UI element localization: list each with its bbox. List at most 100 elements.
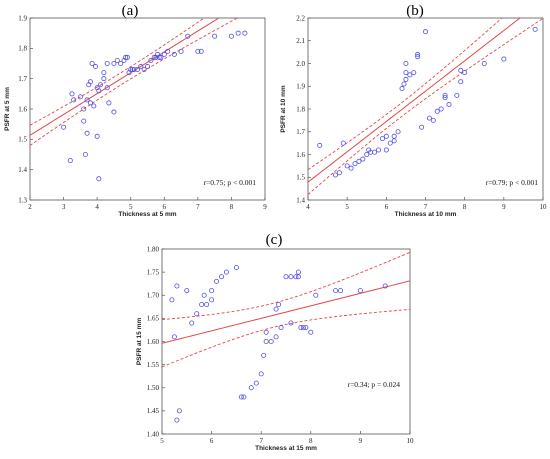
y-tick-label: 1.4 — [296, 196, 305, 204]
y-tick-label: 1.8 — [296, 105, 305, 113]
y-tick-label: 1.65 — [147, 315, 160, 323]
data-point — [81, 118, 87, 124]
x-tick-label: 9 — [263, 203, 267, 211]
data-point — [124, 54, 130, 60]
data-point — [161, 51, 167, 57]
data-point — [111, 61, 117, 67]
data-point — [174, 417, 180, 423]
y-tick-label: 1.8 — [18, 45, 27, 53]
data-point — [123, 54, 129, 60]
data-point — [399, 86, 405, 92]
data-point — [212, 33, 218, 39]
panel-label: (a) — [122, 3, 139, 19]
x-axis-label: Thickness at 10 mm — [395, 211, 457, 218]
data-point — [223, 269, 229, 275]
data-point — [395, 129, 401, 135]
data-point — [454, 92, 460, 98]
data-point — [101, 70, 107, 76]
y-tick-label: 1.50 — [147, 384, 160, 392]
data-point — [283, 274, 289, 280]
data-point — [340, 140, 346, 146]
panel-label: (c) — [266, 232, 283, 248]
data-point — [84, 97, 90, 103]
data-point — [156, 54, 162, 60]
data-point — [69, 91, 75, 97]
data-point — [344, 163, 350, 169]
data-point — [338, 288, 344, 294]
data-point — [106, 100, 112, 106]
data-point — [204, 301, 210, 307]
x-tick-label: 9 — [359, 437, 363, 445]
data-point — [118, 61, 124, 67]
y-tick-label: 2.0 — [296, 60, 305, 68]
data-point — [348, 165, 354, 171]
data-point — [174, 283, 180, 289]
chart-panel-2: (b) 4 5 6 7 8 9 10 1.4 1.5 1.6 1.7 1.8 1.9 2.0 2.1 2.2 Th… — [280, 3, 547, 218]
data-point — [352, 161, 358, 167]
data-point — [426, 115, 432, 121]
data-point — [403, 70, 409, 76]
data-point — [129, 67, 135, 73]
data-point — [295, 274, 301, 280]
data-point — [336, 170, 342, 176]
data-point — [111, 109, 117, 115]
data-point — [273, 306, 279, 312]
x-tick-label: 7 — [196, 203, 200, 211]
data-point — [403, 61, 409, 67]
lower-confidence-line — [30, 18, 239, 146]
y-tick-label: 1.5 — [18, 136, 27, 144]
data-point — [446, 101, 452, 107]
data-point — [104, 85, 110, 91]
regression-line — [308, 18, 521, 183]
x-tick-label: 6 — [385, 203, 389, 211]
data-point — [253, 380, 259, 386]
data-point — [201, 292, 207, 298]
data-point — [357, 288, 363, 294]
data-point — [71, 97, 77, 103]
data-point — [194, 311, 200, 317]
data-point — [364, 151, 370, 157]
data-point — [419, 124, 425, 130]
data-point — [462, 70, 468, 76]
data-point — [87, 79, 93, 85]
data-point — [430, 117, 436, 123]
data-point — [171, 334, 177, 340]
y-tick-label: 1.75 — [147, 268, 160, 276]
data-point — [128, 67, 134, 73]
y-axis-label: PSFR at 15 mm — [136, 318, 143, 366]
correlation-annotation: r=0.75; p < 0.001 — [204, 178, 257, 187]
data-point — [273, 334, 279, 340]
data-point — [333, 288, 339, 294]
x-tick-label: 5 — [129, 203, 133, 211]
plot-frame — [29, 17, 266, 201]
y-tick-label: 2.2 — [296, 14, 305, 22]
data-point — [415, 51, 421, 57]
x-tick-label: 7 — [259, 437, 263, 445]
x-tick-label: 3 — [62, 203, 66, 211]
data-point — [442, 92, 448, 98]
y-tick-label: 1.45 — [147, 407, 160, 415]
data-point — [298, 325, 304, 331]
data-point — [308, 329, 314, 335]
panel-label: (b) — [406, 3, 424, 19]
y-tick-label: 1.40 — [147, 430, 160, 438]
data-point — [176, 408, 182, 414]
data-point — [77, 94, 83, 100]
x-tick-label: 6 — [163, 203, 167, 211]
data-point — [293, 274, 299, 280]
data-point — [438, 106, 444, 112]
data-point — [261, 352, 267, 358]
y-tick-label: 1.6 — [18, 105, 27, 113]
y-tick-label: 1.55 — [147, 361, 160, 369]
x-tick-label: 8 — [463, 203, 467, 211]
y-tick-label: 1.7 — [296, 128, 305, 136]
x-tick-label: 5 — [345, 203, 349, 211]
data-point — [238, 394, 244, 400]
data-point — [407, 72, 413, 78]
data-point — [209, 297, 215, 303]
y-tick-label: 1.6 — [296, 151, 305, 159]
y-tick-label: 1.7 — [18, 75, 27, 83]
data-point — [356, 158, 362, 164]
data-point — [383, 133, 389, 139]
